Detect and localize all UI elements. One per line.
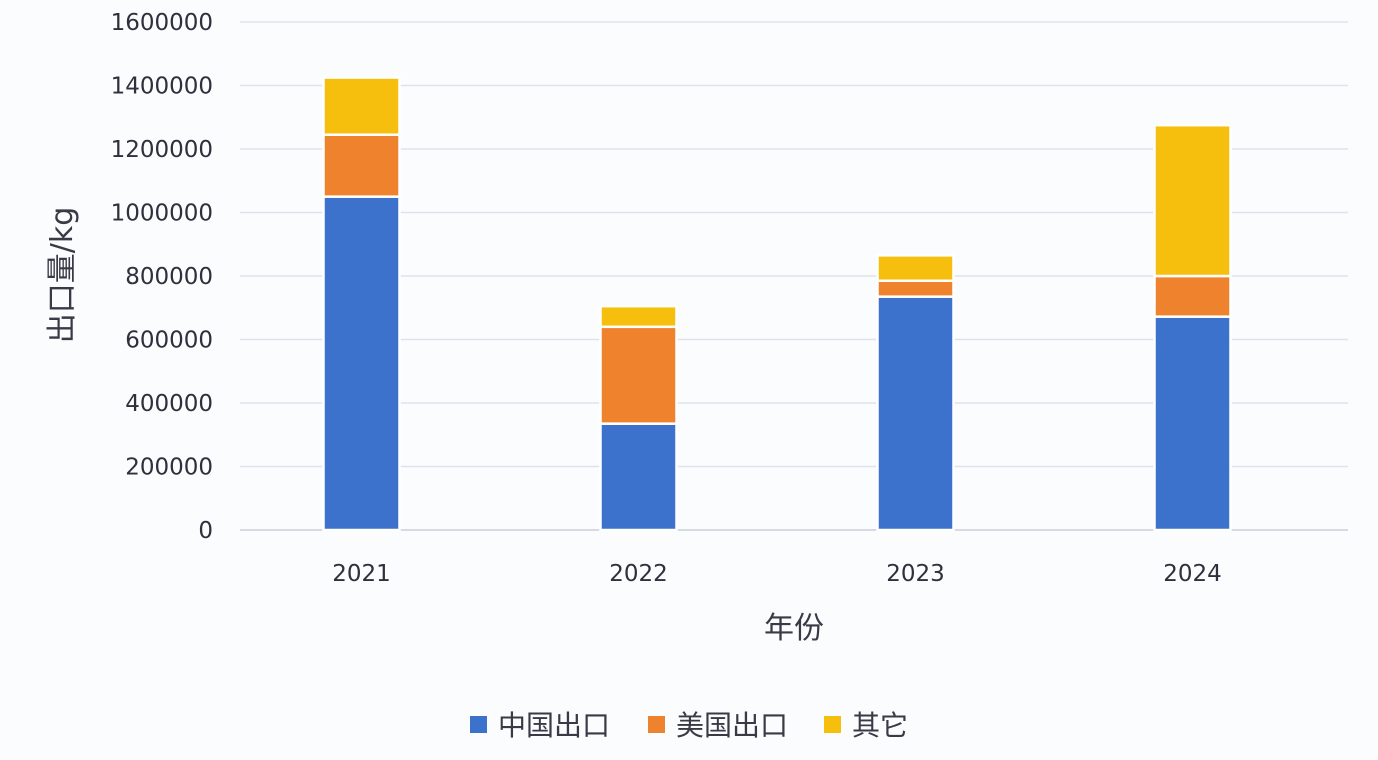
bar-2023-series-0 xyxy=(876,295,955,532)
legend-swatch xyxy=(824,716,841,733)
x-tick-label: 2024 xyxy=(1163,561,1222,587)
y-tick-label: 600000 xyxy=(125,328,213,354)
bar-2021-series-2 xyxy=(322,76,401,136)
x-tick-label: 2021 xyxy=(332,561,391,587)
y-tick-label: 800000 xyxy=(125,264,213,290)
bar-2021-series-0 xyxy=(322,195,401,532)
legend: 中国出口 美国出口 其它 xyxy=(470,709,908,742)
legend-label: 其它 xyxy=(852,709,908,742)
bar-2022-series-2 xyxy=(599,304,678,329)
bar-2024-series-2 xyxy=(1153,123,1232,278)
bar-2023-series-2 xyxy=(876,254,955,283)
y-tick-label: 0 xyxy=(198,518,213,544)
legend-label: 中国出口 xyxy=(498,709,610,742)
bar-2023-series-1 xyxy=(876,279,955,298)
gridlines xyxy=(240,21,1348,531)
bar-2024-series-0 xyxy=(1153,315,1232,532)
y-axis-ticks: 0 200000 400000 600000 800000 1000000 1200000 1… xyxy=(111,10,213,544)
y-axis-label: 出口量/kg xyxy=(45,207,80,344)
y-tick-label: 200000 xyxy=(125,455,213,481)
y-tick-label: 400000 xyxy=(125,391,213,417)
bars xyxy=(322,76,1232,532)
y-tick-label: 1000000 xyxy=(111,201,213,227)
y-tick-label: 1400000 xyxy=(111,74,213,100)
x-tick-label: 2022 xyxy=(609,561,668,587)
bar-2021-series-1 xyxy=(322,133,401,198)
legend-label: 美国出口 xyxy=(676,709,788,742)
y-tick-label: 1200000 xyxy=(111,137,213,163)
x-axis-label: 年份 xyxy=(764,611,824,646)
legend-swatch xyxy=(648,716,665,733)
x-axis-ticks: 2021 2022 2023 2024 xyxy=(332,561,1222,587)
bar-2024-series-1 xyxy=(1153,274,1232,318)
bar-2022-series-1 xyxy=(599,325,678,425)
bar-2022-series-0 xyxy=(599,422,678,532)
x-tick-label: 2023 xyxy=(886,561,945,587)
legend-swatch xyxy=(470,716,487,733)
y-tick-label: 1600000 xyxy=(111,10,213,36)
